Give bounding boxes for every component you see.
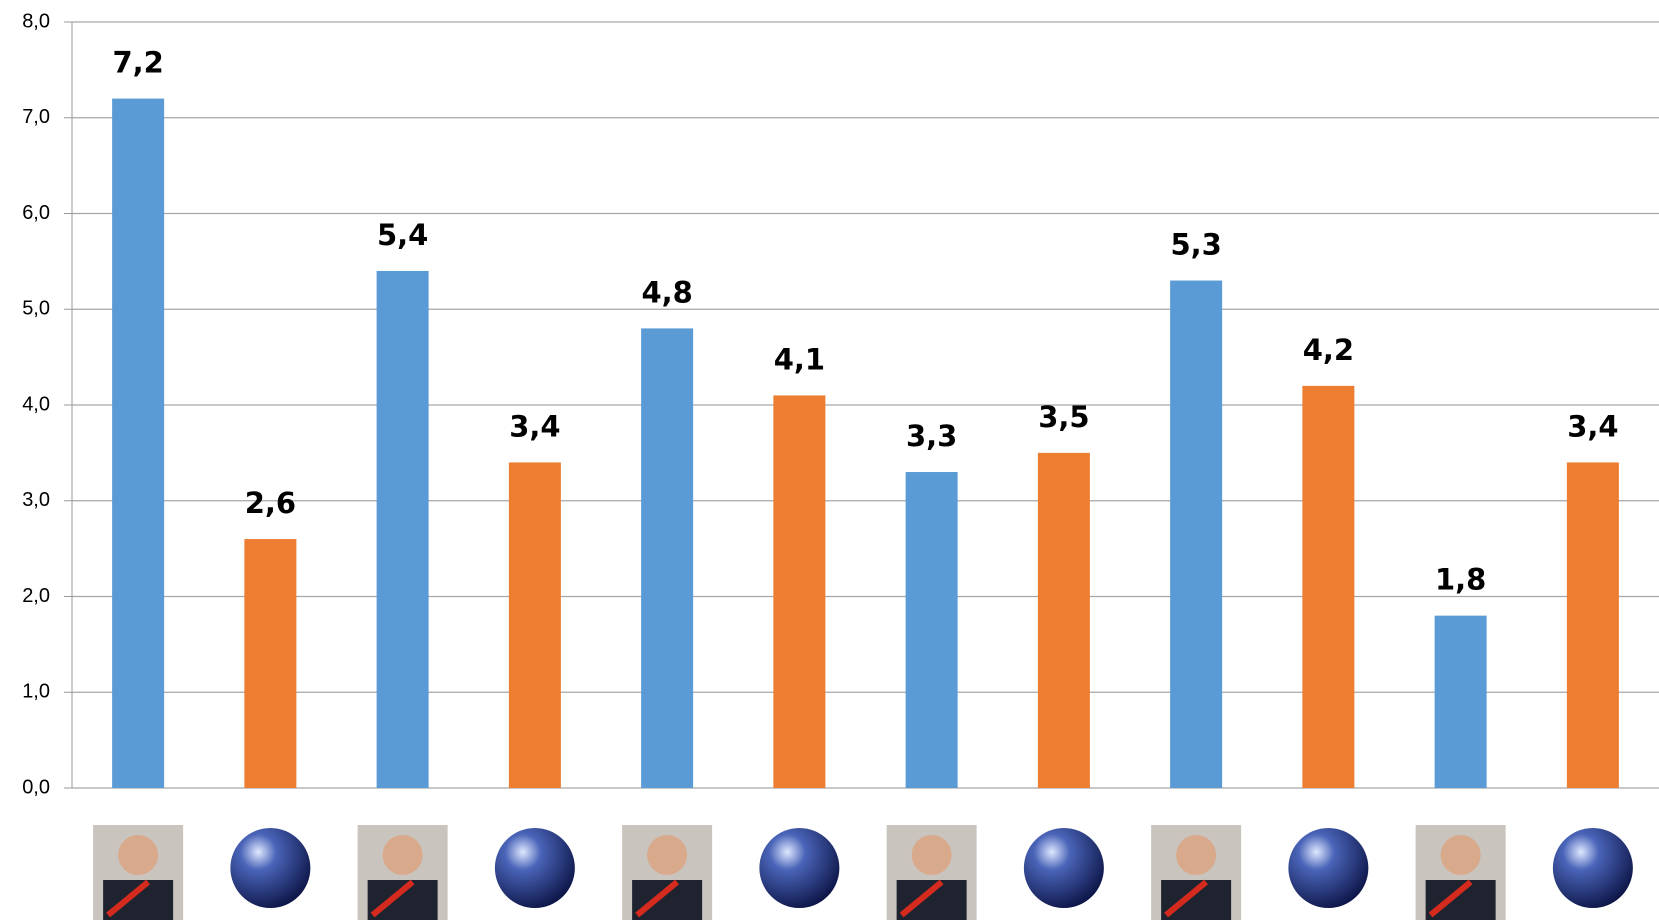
bar: [641, 328, 694, 788]
y-tick-label: 2,0: [22, 585, 50, 607]
y-tick-label: 4,0: [22, 393, 50, 415]
value-label: 3,4: [509, 409, 560, 443]
bar: [905, 472, 958, 788]
bar: [1037, 452, 1090, 788]
bar: [244, 539, 297, 788]
portrait-sash: [899, 879, 944, 918]
value-label: 4,1: [774, 342, 825, 376]
portrait-sash: [1428, 879, 1473, 918]
globe-icon: [1288, 828, 1369, 908]
globe-icon: [1023, 828, 1104, 908]
value-label: 3,5: [1038, 400, 1089, 434]
bar: [1170, 280, 1223, 788]
portrait-sash: [635, 879, 680, 918]
value-label: 4,8: [641, 275, 692, 309]
bar: [1302, 385, 1355, 788]
value-label: 3,4: [1567, 409, 1618, 443]
bar: [1566, 462, 1619, 788]
portrait-sash: [370, 879, 415, 918]
bar: [112, 98, 165, 789]
portrait-head: [1440, 835, 1481, 875]
bar: [1434, 615, 1487, 788]
value-label: 5,4: [377, 218, 428, 252]
globe-icon: [494, 828, 575, 908]
globe-icon: [759, 828, 840, 908]
portrait-head: [382, 835, 423, 875]
portrait-head: [118, 835, 159, 875]
value-label: 2,6: [245, 486, 296, 520]
bar: [376, 270, 429, 788]
y-tick-label: 6,0: [22, 202, 50, 224]
value-label: 3,3: [906, 419, 957, 453]
bar: [508, 462, 561, 788]
y-tick-label: 3,0: [22, 489, 50, 511]
globe-icon: [1552, 828, 1633, 908]
y-tick-label: 5,0: [22, 298, 50, 320]
portrait-head: [647, 835, 688, 875]
portrait-sash: [1164, 879, 1209, 918]
y-tick-label: 0,0: [22, 776, 50, 798]
value-label: 7,2: [112, 46, 163, 80]
value-label: 4,2: [1303, 333, 1354, 367]
bar: [773, 395, 826, 788]
portrait-sash: [106, 879, 151, 918]
value-label: 5,3: [1170, 228, 1221, 262]
y-tick-label: 1,0: [22, 681, 50, 703]
globe-icon: [230, 828, 311, 908]
portrait-head: [1176, 835, 1217, 875]
portrait-head: [911, 835, 952, 875]
y-tick-label: 8,0: [22, 10, 50, 32]
y-tick-label: 7,0: [22, 106, 50, 128]
value-label: 1,8: [1435, 563, 1486, 597]
